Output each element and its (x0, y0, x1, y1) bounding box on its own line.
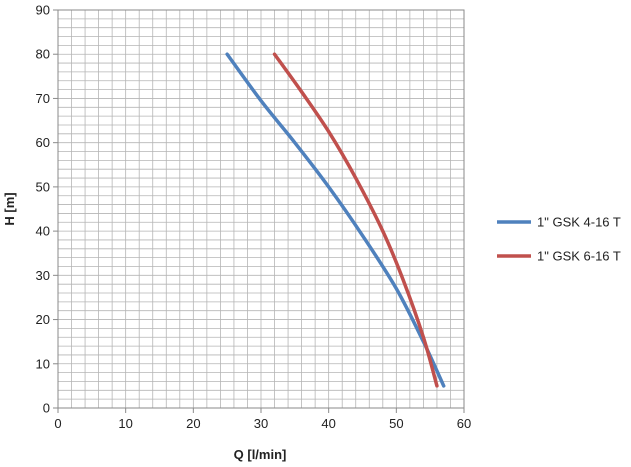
x-tick-label: 60 (457, 416, 471, 431)
y-tick-label: 90 (36, 3, 50, 18)
y-tick-labels: 0 10 20 30 40 50 60 70 80 90 (36, 3, 58, 416)
series-line-1 (225, 52, 446, 388)
x-tick-label: 20 (186, 416, 200, 431)
x-tick-label: 0 (54, 416, 61, 431)
y-tick-label: 60 (36, 135, 50, 150)
x-axis-title: Q [l/min] (234, 447, 287, 462)
y-tick-label: 0 (43, 401, 50, 416)
grid (57, 9, 465, 409)
y-tick-label: 70 (36, 91, 50, 106)
x-tick-labels: 0 10 20 30 40 50 60 (54, 408, 471, 431)
legend: 1" GSK 4-16 T 1" GSK 6-16 T (497, 215, 621, 264)
y-tick-label: 50 (36, 179, 50, 194)
x-tick-label: 50 (389, 416, 403, 431)
y-tick-label: 30 (36, 268, 50, 283)
legend-label-1: 1" GSK 4-16 T (537, 215, 621, 230)
y-tick-label: 10 (36, 356, 50, 371)
legend-label-2: 1" GSK 6-16 T (537, 249, 621, 264)
y-tick-label: 20 (36, 312, 50, 327)
x-tick-label: 30 (254, 416, 268, 431)
series-lines (225, 52, 446, 388)
y-axis-title: H [m] (2, 192, 17, 225)
x-tick-label: 40 (321, 416, 335, 431)
series-line-2 (272, 52, 439, 388)
y-tick-label: 40 (36, 224, 50, 239)
x-tick-label: 10 (118, 416, 132, 431)
y-tick-label: 80 (36, 47, 50, 62)
